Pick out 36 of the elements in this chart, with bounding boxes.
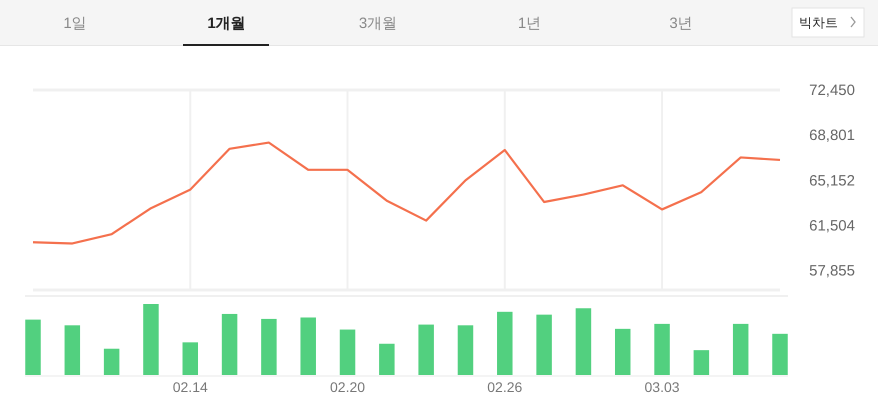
bar [300, 317, 316, 375]
bar [576, 308, 592, 375]
y-tick-label: 68,801 [809, 127, 855, 144]
x-tick-label: 02.26 [487, 379, 523, 395]
bar [654, 324, 670, 375]
y-tick-label: 65,152 [809, 172, 855, 190]
bar [614, 328, 630, 375]
text: 1일 [63, 15, 87, 32]
bar [340, 330, 356, 375]
bar [379, 344, 395, 375]
x-tick-label: 03.03 [644, 379, 680, 395]
bar [261, 318, 277, 375]
text: 3년 [669, 15, 693, 32]
bar [64, 325, 80, 375]
text: 3개월 [358, 15, 398, 32]
bar [732, 324, 748, 375]
y-tick-label: 72,450 [809, 82, 855, 99]
bar [143, 304, 159, 375]
y-tick-label: 61,504 [809, 217, 855, 234]
bar [458, 325, 474, 375]
bar [694, 350, 710, 375]
bar [497, 312, 513, 375]
x-tick-label: 02.14 [172, 379, 208, 395]
line-series [32, 142, 782, 245]
text: 1개월 [207, 15, 246, 32]
bar [104, 348, 120, 375]
bar [182, 342, 198, 375]
bar [418, 324, 434, 375]
text: 1년 [518, 15, 542, 32]
bar [25, 320, 41, 375]
y-tick-label: 57,855 [809, 262, 855, 280]
bar [222, 314, 238, 375]
x-tick-label: 02.20 [330, 379, 366, 395]
bar [536, 314, 552, 375]
bar [772, 334, 788, 375]
text: 빅차트 [799, 15, 838, 30]
